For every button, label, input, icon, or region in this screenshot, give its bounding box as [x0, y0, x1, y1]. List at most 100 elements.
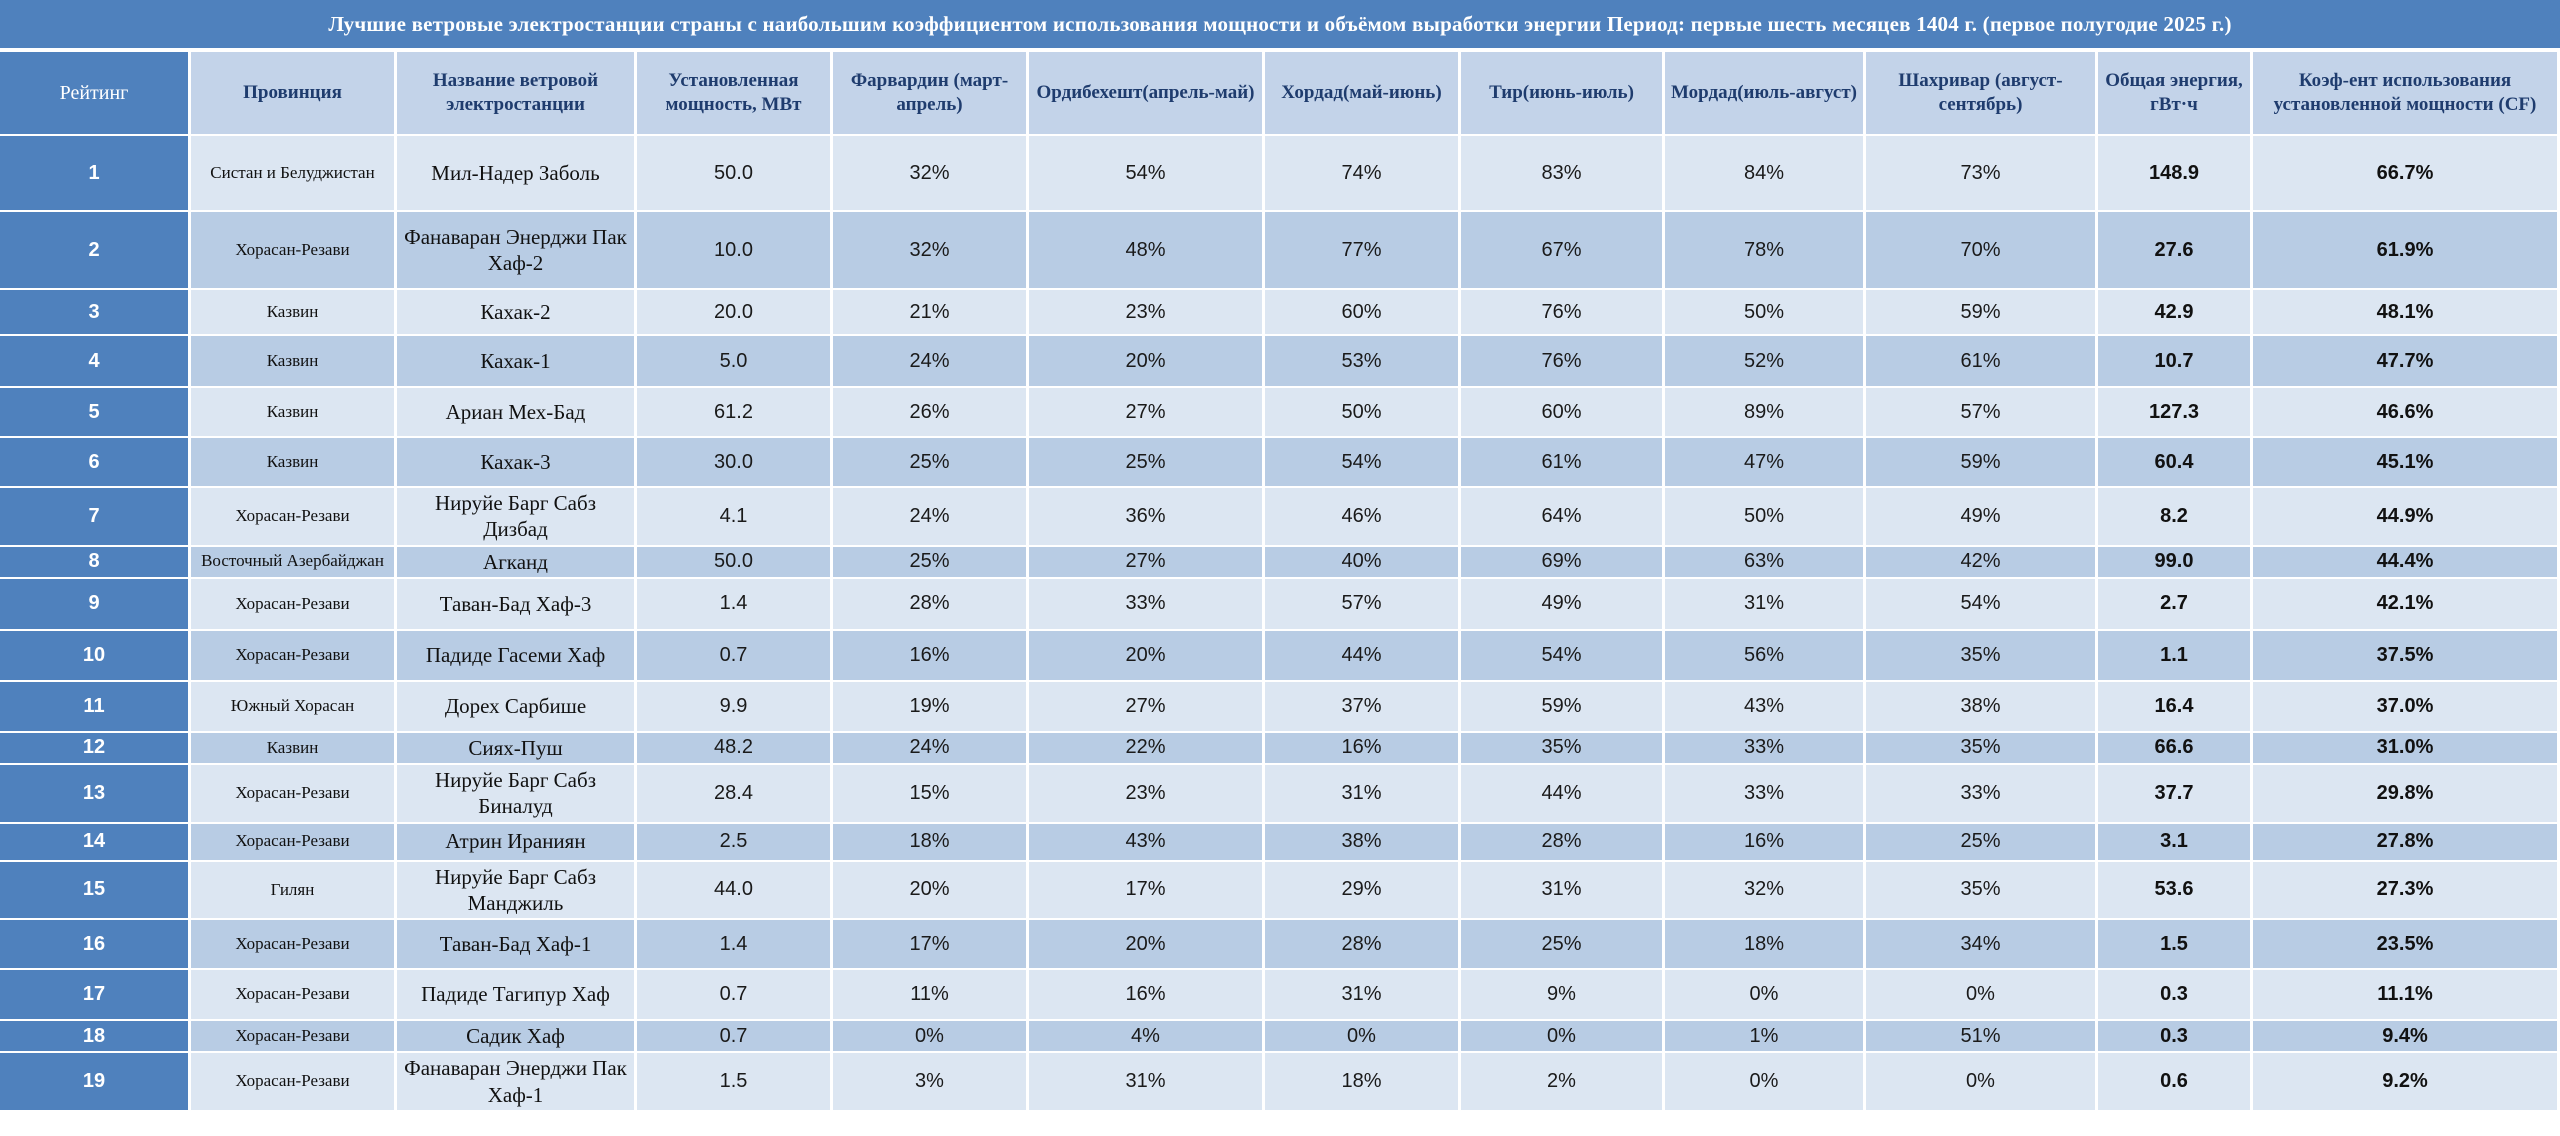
cell-month-khordad: 46%	[1265, 488, 1461, 547]
cell-province: Хорасан-Резави	[191, 630, 397, 682]
cell-month-ordibehesht: 25%	[1029, 438, 1265, 488]
cell-rank: 3	[0, 290, 191, 336]
cell-total-energy: 99.0	[2098, 546, 2253, 579]
cell-month-tir: 44%	[1461, 765, 1665, 824]
cell-month-khordad: 57%	[1265, 578, 1461, 631]
cell-month-mordad: 47%	[1665, 438, 1866, 488]
cell-month-ordibehesht: 20%	[1029, 630, 1265, 682]
cell-capacity: 2.5	[637, 823, 833, 862]
cell-month-ordibehesht: 17%	[1029, 861, 1265, 920]
cell-capacity: 1.5	[637, 1053, 833, 1112]
cell-month-farvardin: 17%	[833, 920, 1029, 970]
cell-month-ordibehesht: 54%	[1029, 136, 1265, 212]
cell-rank: 18	[0, 1021, 191, 1054]
table-header-row: Рейтинг Провинция Название ветровой электр…	[0, 52, 2560, 136]
cell-month-shahrivar: 61%	[1866, 336, 2098, 388]
cell-month-ordibehesht: 33%	[1029, 578, 1265, 631]
cell-capacity-factor: 9.4%	[2253, 1021, 2560, 1054]
cell-plant-name: Фанаваран Энерджи Пак Хаф-1	[397, 1053, 637, 1112]
cell-capacity: 50.0	[637, 546, 833, 579]
cell-month-mordad: 33%	[1665, 732, 1866, 765]
cell-month-tir: 61%	[1461, 438, 1665, 488]
column-header-3: Название ветровой электростанции	[397, 52, 637, 136]
cell-rank: 7	[0, 488, 191, 547]
cell-month-khordad: 29%	[1265, 861, 1461, 920]
cell-plant-name: Таван-Бад Хаф-1	[397, 920, 637, 970]
cell-month-tir: 28%	[1461, 823, 1665, 862]
cell-capacity-factor: 27.8%	[2253, 823, 2560, 862]
cell-plant-name: Таван-Бад Хаф-3	[397, 578, 637, 631]
table-row: 11 Южный Хорасан Дорех Сарбише 9.9 19% 27% 37%…	[0, 681, 2560, 733]
cell-capacity-factor: 23.5%	[2253, 920, 2560, 970]
cell-capacity: 0.7	[637, 1021, 833, 1054]
cell-month-ordibehesht: 22%	[1029, 732, 1265, 765]
cell-month-shahrivar: 35%	[1866, 630, 2098, 682]
cell-month-mordad: 89%	[1665, 388, 1866, 438]
cell-month-tir: 25%	[1461, 920, 1665, 970]
cell-month-khordad: 0%	[1265, 1021, 1461, 1054]
cell-plant-name: Кахак-3	[397, 438, 637, 488]
column-header-4: Установленная мощность, МВт	[637, 52, 833, 136]
cell-total-energy: 0.6	[2098, 1053, 2253, 1112]
table-row: 2 Хорасан-Резави Фанаваран Энерджи Пак Хаф…	[0, 212, 2560, 290]
cell-month-shahrivar: 38%	[1866, 681, 2098, 733]
cell-province: Хорасан-Резави	[191, 970, 397, 1021]
cell-province: Казвин	[191, 732, 397, 765]
cell-month-khordad: 44%	[1265, 630, 1461, 682]
cell-month-farvardin: 19%	[833, 681, 1029, 733]
cell-province: Хорасан-Резави	[191, 823, 397, 862]
cell-month-shahrivar: 49%	[1866, 488, 2098, 547]
cell-month-mordad: 31%	[1665, 578, 1866, 631]
cell-capacity: 5.0	[637, 336, 833, 388]
title-bar: Лучшие ветровые электростанции страны с …	[0, 0, 2560, 48]
page-title: Лучшие ветровые электростанции страны с …	[328, 11, 2232, 36]
cell-total-energy: 1.1	[2098, 630, 2253, 682]
cell-total-energy: 27.6	[2098, 212, 2253, 290]
cell-total-energy: 16.4	[2098, 681, 2253, 733]
cell-month-khordad: 53%	[1265, 336, 1461, 388]
cell-plant-name: Сиях-Пуш	[397, 732, 637, 765]
table-row: 9 Хорасан-Резави Таван-Бад Хаф-3 1.4 28% 33% 5…	[0, 578, 2560, 631]
cell-plant-name: Мил-Надер Заболь	[397, 136, 637, 212]
cell-plant-name: Садик Хаф	[397, 1021, 637, 1054]
cell-capacity: 1.4	[637, 920, 833, 970]
cell-month-mordad: 78%	[1665, 212, 1866, 290]
cell-month-tir: 60%	[1461, 388, 1665, 438]
cell-month-ordibehesht: 31%	[1029, 1053, 1265, 1112]
cell-month-shahrivar: 0%	[1866, 970, 2098, 1021]
cell-month-farvardin: 24%	[833, 336, 1029, 388]
cell-month-tir: 76%	[1461, 336, 1665, 388]
cell-rank: 5	[0, 388, 191, 438]
table-row: 10 Хорасан-Резави Падиде Гасеми Хаф 0.7 16% 2…	[0, 630, 2560, 682]
cell-month-mordad: 84%	[1665, 136, 1866, 212]
cell-month-shahrivar: 33%	[1866, 765, 2098, 824]
cell-province: Хорасан-Резави	[191, 1053, 397, 1112]
table-row: 6 Казвин Кахак-3 30.0 25% 25% 54% 61% 47% 59% 60.4…	[0, 438, 2560, 488]
cell-capacity-factor: 37.0%	[2253, 681, 2560, 733]
table-row: 18 Хорасан-Резави Садик Хаф 0.7 0% 4% 0% 0% 1% 51…	[0, 1021, 2560, 1054]
table-row: 17 Хорасан-Резави Падиде Тагипур Хаф 0.7 11%…	[0, 970, 2560, 1021]
cell-rank: 13	[0, 765, 191, 824]
cell-month-mordad: 52%	[1665, 336, 1866, 388]
cell-month-shahrivar: 35%	[1866, 732, 2098, 765]
cell-month-ordibehesht: 27%	[1029, 388, 1265, 438]
cell-month-farvardin: 26%	[833, 388, 1029, 438]
cell-month-shahrivar: 73%	[1866, 136, 2098, 212]
cell-month-khordad: 74%	[1265, 136, 1461, 212]
cell-month-shahrivar: 34%	[1866, 920, 2098, 970]
cell-total-energy: 0.3	[2098, 970, 2253, 1021]
cell-month-mordad: 33%	[1665, 765, 1866, 824]
cell-month-ordibehesht: 27%	[1029, 546, 1265, 579]
cell-month-ordibehesht: 48%	[1029, 212, 1265, 290]
column-header-5: Фарвардин (март-апрель)	[833, 52, 1029, 136]
cell-month-khordad: 38%	[1265, 823, 1461, 862]
cell-province: Хорасан-Резави	[191, 212, 397, 290]
cell-total-energy: 3.1	[2098, 823, 2253, 862]
cell-month-farvardin: 32%	[833, 136, 1029, 212]
cell-capacity-factor: 44.9%	[2253, 488, 2560, 547]
table-row: 19 Хорасан-Резави Фанаваран Энерджи Пак Ха…	[0, 1053, 2560, 1112]
cell-plant-name: Нируйе Барг Сабз Биналуд	[397, 765, 637, 824]
table-row: 13 Хорасан-Резави Нируйе Барг Сабз Биналуд…	[0, 765, 2560, 824]
cell-month-ordibehesht: 20%	[1029, 336, 1265, 388]
cell-capacity-factor: 46.6%	[2253, 388, 2560, 438]
